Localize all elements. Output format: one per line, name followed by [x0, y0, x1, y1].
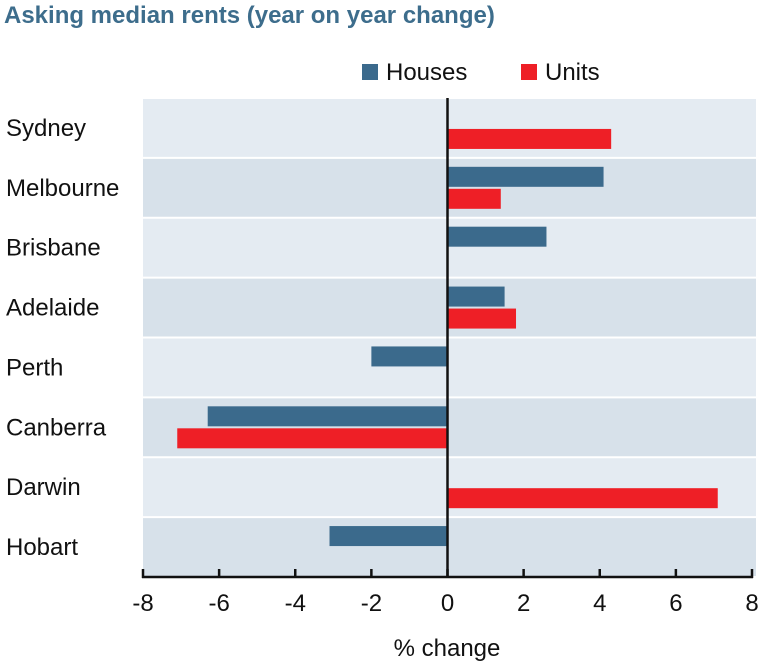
bar-units-melbourne	[447, 188, 501, 209]
category-label-sydney: Sydney	[6, 115, 86, 142]
x-tick-label: 6	[669, 590, 682, 617]
x-tick-label: 8	[745, 590, 758, 617]
category-label-canberra: Canberra	[6, 414, 107, 441]
x-tick-label: -6	[208, 590, 229, 617]
x-tick-label: 0	[441, 590, 454, 617]
bar-houses-hobart	[329, 526, 448, 547]
row-band-perth	[143, 338, 756, 397]
chart-title: Asking median rents (year on year change…	[4, 2, 495, 29]
legend-label-units: Units	[545, 59, 600, 86]
row-band-hobart	[143, 518, 756, 576]
legend-label-houses: Houses	[386, 59, 467, 86]
x-tick-label: 4	[593, 590, 606, 617]
x-tick-label: -4	[285, 590, 306, 617]
legend: Houses Units	[362, 59, 600, 86]
category-label-brisbane: Brisbane	[6, 235, 101, 262]
bar-houses-melbourne	[447, 166, 604, 187]
category-label-darwin: Darwin	[6, 474, 81, 501]
legend-swatch-units	[521, 64, 537, 80]
bar-units-canberra	[177, 428, 448, 449]
category-label-melbourne: Melbourne	[6, 175, 119, 202]
bar-houses-perth	[371, 346, 448, 367]
bar-units-adelaide	[447, 308, 517, 329]
category-labels: Sydney Melbourne Brisbane Adelaide Perth Canb…	[6, 115, 119, 561]
bar-units-darwin	[447, 488, 718, 509]
category-label-hobart: Hobart	[6, 534, 78, 561]
axes: -8 -6 -4 -2 0 2 4 6 8	[132, 98, 759, 617]
bar-units-sydney	[447, 128, 612, 149]
category-label-perth: Perth	[6, 354, 63, 381]
x-axis-title: % change	[394, 635, 501, 662]
x-tick-label: -8	[132, 590, 153, 617]
bars	[177, 128, 718, 547]
bar-houses-adelaide	[447, 286, 505, 307]
bar-houses-brisbane	[447, 226, 547, 247]
x-tick-label: -2	[361, 590, 382, 617]
legend-swatch-houses	[362, 64, 378, 80]
x-tick-label: 2	[517, 590, 530, 617]
bar-houses-canberra	[207, 406, 448, 427]
category-label-adelaide: Adelaide	[6, 295, 99, 322]
